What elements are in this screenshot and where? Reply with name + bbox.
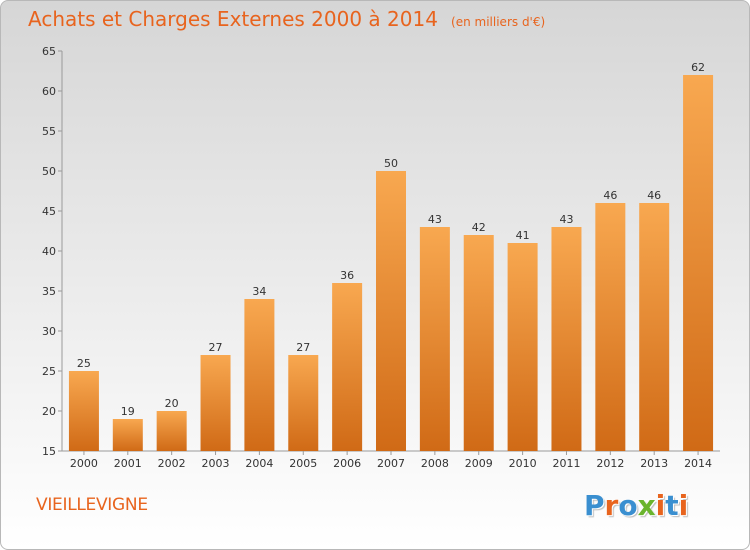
x-tick-label-2011: 2011 <box>552 457 580 470</box>
bar-2009 <box>463 235 494 451</box>
x-tick-label-2012: 2012 <box>596 457 624 470</box>
x-tick-labels: 2000 2001 2002 2003 2004 2005 2006 2007 2008 2009… <box>70 451 712 470</box>
y-tick-label: 40 <box>42 245 56 258</box>
y-tick-label: 25 <box>42 365 56 378</box>
value-label-2005: 27 <box>296 341 310 354</box>
bar-2013 <box>639 203 670 451</box>
bar-2011 <box>551 227 582 451</box>
logo-letter: i <box>678 489 689 522</box>
value-label-2007: 50 <box>384 157 398 170</box>
proxiti-logo[interactable]: Proxiti <box>584 489 688 522</box>
x-tick-label-2014: 2014 <box>684 457 712 470</box>
commune-name: VIEILLEVIGNE <box>36 495 148 515</box>
value-label-2000: 25 <box>77 357 91 370</box>
y-tick-label: 55 <box>42 125 56 138</box>
y-tick-label: 15 <box>42 445 56 458</box>
y-tick-label: 35 <box>42 285 56 298</box>
chart-unit: (en milliers d'€) <box>451 15 546 29</box>
bar-2006 <box>332 283 363 451</box>
bar-2010 <box>507 243 538 451</box>
bar-2000 <box>68 371 99 451</box>
bars <box>68 75 714 451</box>
y-tick-label: 20 <box>42 405 56 418</box>
x-tick-label-2008: 2008 <box>421 457 449 470</box>
bar-2005 <box>288 355 319 451</box>
value-label-2014: 62 <box>691 61 705 74</box>
value-label-2008: 43 <box>428 213 442 226</box>
x-tick-label-2004: 2004 <box>245 457 273 470</box>
value-label-2004: 34 <box>252 285 266 298</box>
value-label-2010: 41 <box>516 229 530 242</box>
logo-letter: o <box>618 489 638 522</box>
x-tick-label-2003: 2003 <box>202 457 230 470</box>
value-label-2013: 46 <box>647 189 661 202</box>
chart-title: Achats et Charges Externes 2000 à 2014 (… <box>28 7 545 31</box>
y-tick-label: 30 <box>42 325 56 338</box>
logo-letter: P <box>584 489 605 522</box>
value-label-2012: 46 <box>603 189 617 202</box>
x-tick-label-2002: 2002 <box>158 457 186 470</box>
logo-letter: r <box>604 489 619 522</box>
x-tick-label-2005: 2005 <box>289 457 317 470</box>
value-label-2003: 27 <box>209 341 223 354</box>
y-tick-labels: 15 20 25 30 35 40 45 50 55 60 65 <box>42 45 62 458</box>
value-label-2009: 42 <box>472 221 486 234</box>
value-label-2006: 36 <box>340 269 354 282</box>
value-label-2002: 20 <box>165 397 179 410</box>
x-tick-label-2013: 2013 <box>640 457 668 470</box>
x-tick-label-2006: 2006 <box>333 457 361 470</box>
logo-letter: x <box>637 489 656 522</box>
y-tick-label: 45 <box>42 205 56 218</box>
value-label-2011: 43 <box>559 213 573 226</box>
y-tick-label: 50 <box>42 165 56 178</box>
x-tick-label-2010: 2010 <box>509 457 537 470</box>
x-tick-label-2007: 2007 <box>377 457 405 470</box>
bar-2001 <box>112 419 143 451</box>
bar-2007 <box>376 171 406 451</box>
bar-2003 <box>200 355 231 451</box>
bar-2004 <box>244 299 275 451</box>
bar-2012 <box>595 203 626 451</box>
bar-2002 <box>156 411 187 451</box>
bar-2008 <box>419 227 450 451</box>
y-tick-label: 60 <box>42 85 56 98</box>
y-tick-label: 65 <box>42 45 56 58</box>
value-labels: 25 19 20 27 34 27 36 50 43 42 41 43 46 46 62 <box>77 61 705 418</box>
logo-letter: t <box>665 489 679 522</box>
logo-letter: i <box>655 489 666 522</box>
value-label-2001: 19 <box>121 405 135 418</box>
bar-2014 <box>683 75 714 451</box>
x-tick-label-2001: 2001 <box>114 457 142 470</box>
x-tick-label-2009: 2009 <box>465 457 493 470</box>
chart-title-text: Achats et Charges Externes 2000 à 2014 <box>28 7 438 31</box>
x-tick-label-2000: 2000 <box>70 457 98 470</box>
